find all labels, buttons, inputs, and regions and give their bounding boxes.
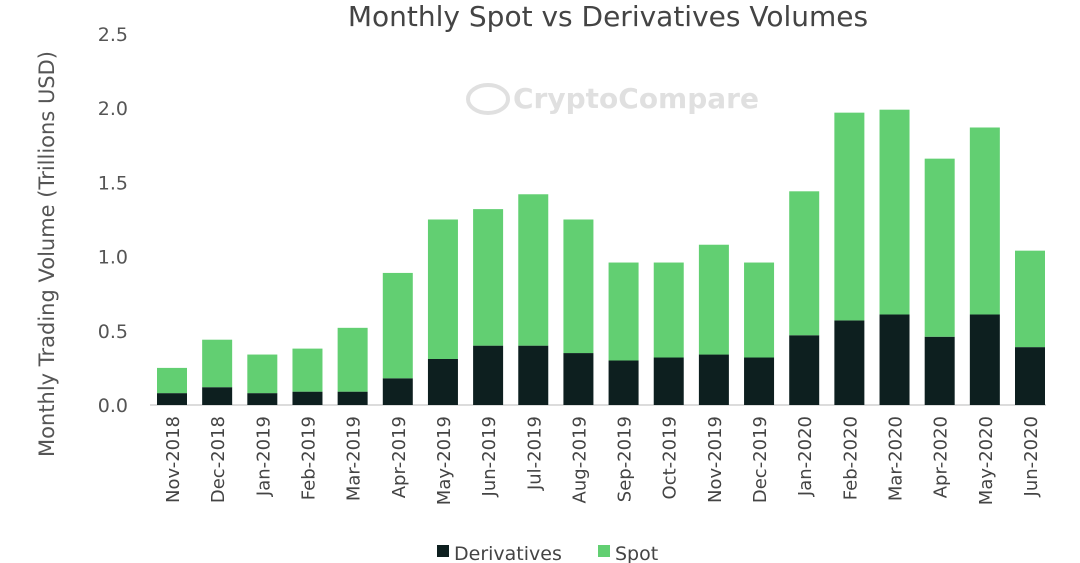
bar-derivatives [473,345,504,405]
bar-spot [834,112,865,321]
bar-derivatives [924,336,955,405]
bar-derivatives [879,314,910,405]
x-tick-label: May-2019 [434,416,455,505]
watermark-text: CryptoCompare [513,82,759,115]
x-tick-label: Mar-2020 [886,416,907,501]
bar-spot [698,244,729,355]
bar-derivatives [563,353,594,405]
bar-derivatives [698,354,729,405]
y-tick-label: 2.0 [98,98,128,120]
x-tick-label: Oct-2019 [660,416,681,499]
bar-derivatives [969,314,1000,405]
bar-spot [518,194,549,346]
y-axis-label: Monthly Trading Volume (Trillions USD) [35,51,59,457]
bar-derivatives [834,320,865,405]
x-tick-label: Dec-2019 [750,416,771,503]
x-tick-label: Aug-2019 [569,416,590,503]
legend-swatch-spot [598,545,610,557]
bar-spot [247,354,278,394]
y-tick-label: 1.5 [98,172,128,194]
bar-spot [337,327,368,392]
bar-derivatives [518,345,549,405]
bar-spot [653,262,684,358]
x-tick-label: Apr-2020 [931,416,952,498]
y-tick-label: 1.0 [98,247,128,269]
x-tick-label: Jan-2020 [795,416,816,497]
bar-derivatives [292,391,323,405]
bar-derivatives [744,357,775,405]
bar-derivatives [608,360,639,405]
bar-derivatives [157,393,187,405]
x-tick-label: Nov-2018 [163,416,184,503]
y-tick-label: 0.5 [98,321,128,343]
bar-derivatives [789,335,820,405]
bar-derivatives [247,393,278,405]
bar-spot [789,191,820,336]
x-tick-label: Jun-2020 [1021,416,1042,497]
bar-spot [202,339,233,388]
x-tick-label: Feb-2020 [840,416,861,500]
y-tick-label: 2.5 [98,24,128,46]
x-tick-label: Jul-2019 [524,416,545,491]
x-tick-label: Mar-2019 [344,416,365,501]
cryptocompare-logo-icon [466,83,510,115]
bar-spot [292,348,323,392]
bar-derivatives [382,378,413,405]
x-tick-label: Nov-2019 [705,416,726,503]
bar-spot [157,367,187,394]
bar-derivatives [337,391,368,405]
x-tick-label: Dec-2018 [208,416,229,503]
bar-spot [879,109,910,315]
x-tick-label: Apr-2019 [389,416,410,498]
x-tick-label: Feb-2019 [298,416,319,500]
bar-spot [608,262,639,361]
bar-spot [1015,250,1045,348]
x-tick-label: Sep-2019 [615,416,636,502]
bar-spot [473,209,504,346]
bar-spot [744,262,775,358]
y-tick-label: 0.0 [98,395,128,417]
bar-derivatives [653,357,684,405]
x-tick-label: May-2020 [976,416,997,505]
legend-label: Derivatives [454,543,562,563]
x-tick-label: Jan-2019 [253,416,274,497]
legend-swatch-derivatives [437,545,449,557]
bar-spot [427,219,458,359]
bar-derivatives [427,358,458,405]
bar-derivatives [202,387,233,405]
bar-derivatives [1015,347,1045,405]
chart-title: Monthly Spot vs Derivatives Volumes [348,0,868,33]
bar-spot [969,127,1000,315]
x-tick-label: Jun-2019 [479,416,500,497]
legend: Derivatives Spot [437,543,658,563]
bar-spot [924,158,955,337]
legend-label: Spot [615,543,658,563]
bar-spot [382,272,413,379]
watermark: CryptoCompare [466,82,759,115]
bar-spot [563,219,594,354]
